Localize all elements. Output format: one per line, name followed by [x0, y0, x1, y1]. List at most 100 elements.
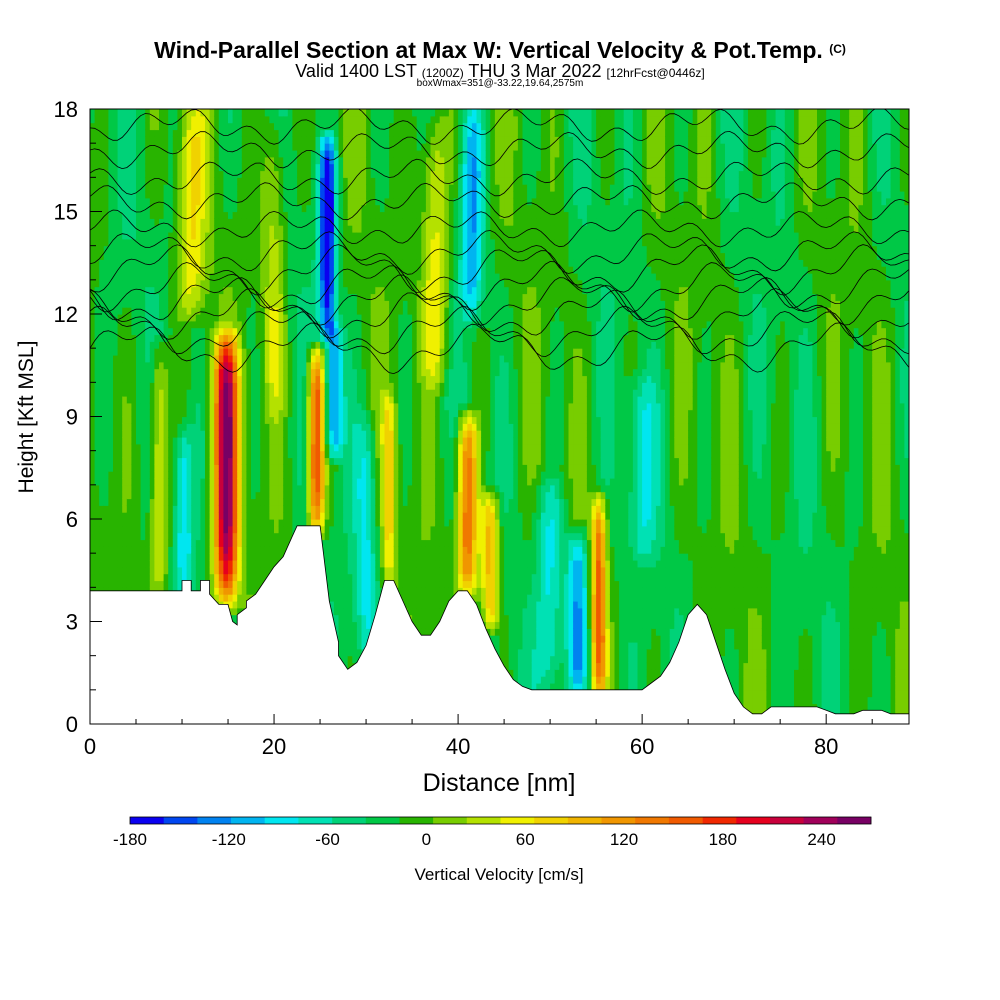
field-cell [237, 259, 243, 267]
field-cell [122, 341, 128, 349]
field-cell [223, 396, 229, 404]
field-cell [232, 402, 238, 411]
field-cell [99, 464, 105, 472]
field-cell [182, 525, 188, 534]
field-cell [297, 109, 303, 117]
field-cell [251, 396, 257, 404]
field-cell [241, 437, 247, 445]
field-cell [338, 601, 344, 609]
field-cell [214, 382, 220, 390]
field-cell [200, 314, 206, 322]
field-cell [274, 143, 280, 151]
field-cell [214, 573, 220, 582]
field-cell [306, 491, 312, 500]
field-cell [287, 314, 293, 322]
field-cell [113, 197, 119, 206]
field-cell [163, 355, 169, 363]
field-cell [292, 218, 298, 226]
field-cell [324, 136, 330, 144]
field-cell [223, 525, 229, 534]
field-cell [103, 129, 109, 137]
field-cell [182, 232, 188, 240]
field-cell [140, 293, 146, 301]
field-cell [126, 266, 132, 274]
field-cell [320, 143, 326, 151]
field-cell [90, 382, 96, 390]
field-cell [145, 519, 151, 527]
field-cell [301, 334, 307, 342]
field-cell [140, 464, 146, 472]
field-cell [103, 109, 109, 110]
field-cell [163, 580, 169, 588]
field-cell [113, 348, 119, 356]
field-cell [218, 512, 224, 520]
field-cell [292, 382, 298, 390]
field-cell [126, 314, 132, 322]
field-cell [209, 382, 215, 390]
field-cell [223, 471, 229, 479]
field-cell [126, 525, 132, 534]
field-cell [168, 355, 174, 363]
field-cell [228, 532, 234, 541]
field-cell [237, 300, 243, 308]
field-cell [149, 109, 155, 117]
field-cell [283, 484, 289, 493]
field-cell [310, 471, 317, 479]
field-cell [320, 471, 326, 479]
field-cell [209, 156, 215, 165]
field-cell [260, 443, 266, 452]
field-cell [172, 368, 178, 377]
field-cell [237, 348, 243, 356]
field-cell [274, 273, 280, 281]
field-cell [94, 409, 100, 418]
field-cell [159, 580, 165, 588]
field-cell [99, 471, 105, 479]
field-cell [218, 314, 224, 322]
field-cell [260, 109, 266, 110]
field-cell [264, 348, 270, 356]
field-cell [195, 115, 201, 124]
field-cell [140, 109, 146, 110]
field-cell [223, 423, 229, 431]
field-cell [191, 156, 197, 165]
field-cell [145, 389, 151, 397]
field-cell [251, 587, 257, 595]
field-cell [324, 525, 330, 534]
field-cell [177, 211, 183, 219]
field-cell [154, 184, 160, 192]
field-cell [306, 498, 312, 506]
field-cell [274, 532, 280, 541]
field-cell [90, 525, 96, 534]
field-cell [218, 491, 224, 500]
field-cell [126, 156, 132, 165]
field-cell [177, 389, 183, 397]
field-cell [117, 580, 123, 588]
field-cell [301, 505, 307, 513]
field-cell [94, 348, 100, 356]
field-cell [320, 150, 326, 158]
field-cell [333, 491, 340, 500]
field-cell [186, 307, 192, 315]
field-cell [306, 177, 312, 185]
field-cell [108, 519, 114, 527]
field-cell [228, 491, 234, 500]
field-cell [122, 320, 128, 329]
field-cell [108, 259, 114, 267]
field-cell [329, 355, 335, 363]
field-cell [283, 396, 289, 404]
field-cell [251, 409, 257, 418]
field-cell [131, 327, 137, 336]
field-cell [149, 218, 155, 226]
field-cell [172, 129, 178, 137]
field-cell [237, 375, 243, 383]
field-cell [94, 218, 100, 226]
field-cell [131, 478, 137, 486]
field-cell [246, 355, 252, 363]
field-cell [310, 300, 317, 308]
field-cell [126, 163, 132, 172]
field-cell [329, 109, 335, 117]
field-cell [191, 498, 197, 506]
field-cell [333, 573, 340, 582]
field-cell [145, 491, 151, 500]
field-cell [218, 320, 224, 329]
